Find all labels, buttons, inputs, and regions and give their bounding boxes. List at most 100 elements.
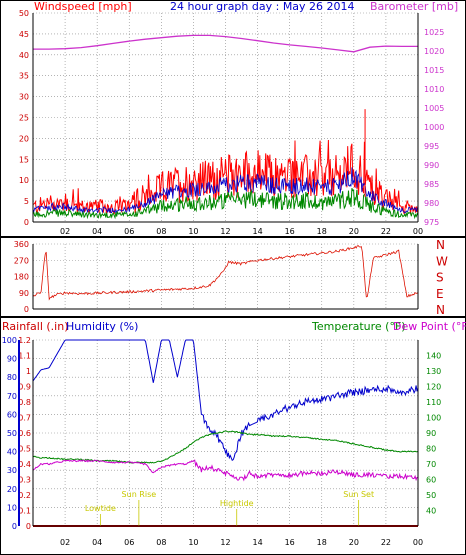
- temp-tick-label: 50: [426, 491, 436, 500]
- hum-time-tick: 04: [92, 538, 102, 547]
- temp-tick-label: 40: [426, 507, 436, 516]
- hum-time-tick: 06: [124, 538, 134, 547]
- humidity-tick-label: 20: [7, 485, 17, 494]
- wind-time-tick: 08: [156, 227, 166, 236]
- temp-tick-label: 90: [426, 429, 436, 438]
- humidity-label: Humidity (%): [66, 320, 138, 333]
- barometer-label: Barometer [mb]: [370, 0, 458, 13]
- dir-tick-label: 0: [24, 305, 29, 314]
- temperature-label: Temperature (°F): [311, 320, 406, 333]
- wind-direction-line: [32, 245, 419, 301]
- wind-tick-label: 35: [19, 72, 29, 81]
- direction-label-e: E: [436, 287, 444, 301]
- hum-time-tick: 22: [381, 538, 391, 547]
- wind-tick-label: 25: [19, 114, 29, 123]
- wind-tick-label: 10: [19, 176, 29, 185]
- annotation-label: Lowtide: [85, 504, 116, 513]
- baro-tick-label: 1025: [424, 28, 444, 37]
- windspeed-average-line: [32, 167, 418, 214]
- hum-time-tick: 18: [317, 538, 327, 547]
- wind-time-tick: 20: [349, 227, 359, 236]
- baro-tick-label: 1015: [424, 66, 444, 75]
- graph-title: 24 hour graph day : May 26 2014: [170, 0, 355, 13]
- direction-label-w: W: [436, 254, 448, 268]
- temp-tick-label: 140: [426, 352, 441, 361]
- wind-time-tick: 04: [92, 227, 102, 236]
- wind-tick-label: 40: [19, 51, 29, 60]
- direction-label-s: S: [436, 271, 444, 285]
- temp-tick-label: 80: [426, 445, 436, 454]
- rain-tick-label: 0.2: [18, 491, 31, 500]
- dewpoint-label: Dew Point (°F): [393, 320, 466, 333]
- barometer-series-line: [33, 34, 418, 53]
- humidity-tick-label: 40: [7, 448, 17, 457]
- rain-tick-label: 0.9: [18, 383, 31, 392]
- hum-time-tick: 00: [413, 538, 423, 547]
- dewpoint-series-line: [32, 459, 419, 482]
- temp-tick-label: 70: [426, 460, 436, 469]
- rain-tick-label: 0.1: [18, 507, 31, 516]
- wind-tick-label: 15: [19, 155, 29, 164]
- wind-time-tick: 14: [252, 227, 262, 236]
- hum-time-tick: 16: [285, 538, 295, 547]
- rain-tick-label: 1: [26, 367, 31, 376]
- hum-time-tick: 20: [349, 538, 359, 547]
- rain-tick-label: 0.8: [18, 398, 31, 407]
- hum-time-tick: 14: [252, 538, 262, 547]
- humidity-tick-label: 60: [7, 410, 17, 419]
- wind-time-tick: 12: [220, 227, 230, 236]
- wind-tick-label: 20: [19, 134, 29, 143]
- rain-tick-label: 0: [26, 522, 31, 531]
- direction-label-n: N: [436, 303, 445, 317]
- baro-tick-label: 995: [424, 142, 439, 151]
- wind-tick-label: 5: [24, 197, 29, 206]
- dir-tick-label: 270: [14, 256, 29, 265]
- temp-tick-label: 60: [426, 476, 436, 485]
- annotation-label: Sun Rise: [122, 490, 157, 499]
- temp-tick-label: 100: [426, 414, 441, 423]
- bottom-panel-frame: [0, 317, 466, 555]
- temp-tick-label: 120: [426, 383, 441, 392]
- wind-time-tick: 18: [317, 227, 327, 236]
- baro-tick-label: 1005: [424, 104, 444, 113]
- baro-tick-label: 975: [424, 218, 439, 227]
- annotation-label: Hightide: [220, 499, 254, 508]
- wind-time-tick: 06: [124, 227, 134, 236]
- baro-tick-label: 1020: [424, 47, 444, 56]
- wind-time-tick: 02: [60, 227, 70, 236]
- humidity-tick-label: 100: [2, 336, 17, 345]
- direction-panel-frame: [0, 237, 466, 317]
- direction-label-n: N: [436, 238, 445, 252]
- humidity-tick-label: 70: [7, 392, 17, 401]
- baro-tick-label: 985: [424, 180, 439, 189]
- temp-tick-label: 110: [426, 398, 441, 407]
- humidity-tick-label: 90: [7, 355, 17, 364]
- rain-tick-label: 1.2: [18, 336, 31, 345]
- humidity-tick-label: 0: [12, 522, 17, 531]
- wind-time-tick: 00: [413, 227, 423, 236]
- rain-tick-label: 0.7: [18, 414, 31, 423]
- windspeed-low-line: [32, 187, 419, 220]
- temp-tick-label: 130: [426, 367, 441, 376]
- baro-tick-label: 1000: [424, 123, 444, 132]
- dir-tick-label: 180: [14, 273, 29, 282]
- wind-tick-label: 50: [19, 9, 29, 18]
- annotation-label: Sun Set: [343, 490, 374, 499]
- wind-time-tick: 10: [188, 227, 198, 236]
- dir-tick-label: 360: [14, 240, 29, 249]
- baro-tick-label: 990: [424, 161, 439, 170]
- wind-tick-label: 30: [19, 93, 29, 102]
- humidity-tick-label: 80: [7, 373, 17, 382]
- wind-tick-label: 45: [19, 30, 29, 39]
- hum-time-tick: 12: [220, 538, 230, 547]
- humidity-tick-label: 50: [7, 429, 17, 438]
- baro-tick-label: 1010: [424, 85, 444, 94]
- wind-time-tick: 22: [381, 227, 391, 236]
- rain-tick-label: 0.4: [18, 460, 31, 469]
- windspeed-label: Windspeed [mph]: [34, 0, 132, 13]
- humidity-tick-label: 10: [7, 503, 17, 512]
- wind-time-tick: 16: [285, 227, 295, 236]
- rain-tick-label: 0.3: [18, 476, 31, 485]
